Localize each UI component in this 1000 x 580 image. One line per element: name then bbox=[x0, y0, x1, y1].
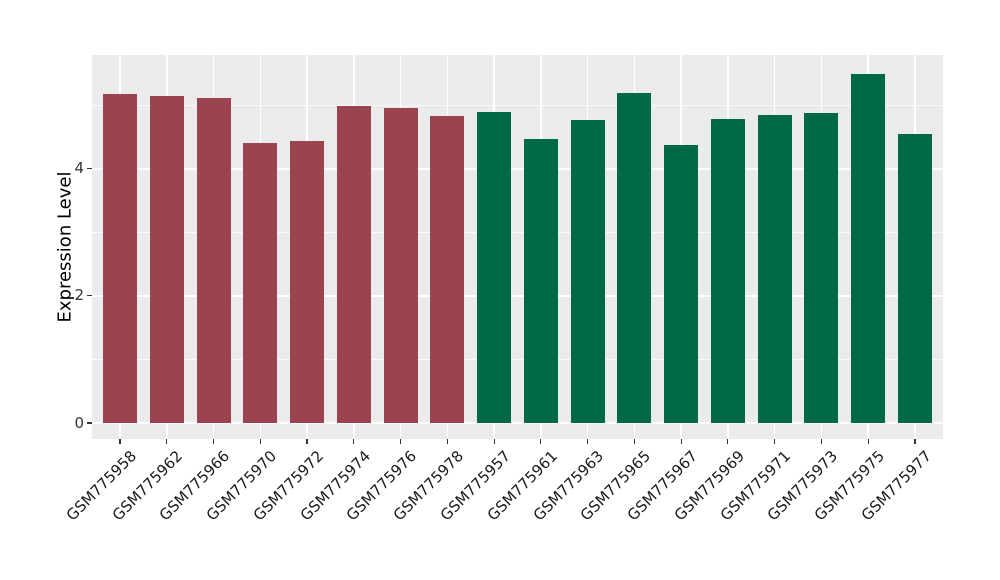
minor-gridline-y3 bbox=[92, 231, 943, 233]
bar-GSM775966 bbox=[196, 98, 231, 423]
bar-GSM775970 bbox=[243, 143, 278, 423]
x-tick-mark bbox=[820, 439, 823, 444]
x-tick-mark bbox=[914, 439, 916, 444]
y-tick-label-4: 4 bbox=[74, 159, 84, 178]
bar-GSM775957 bbox=[477, 111, 512, 423]
bar-GSM775965 bbox=[617, 92, 652, 423]
x-tick-mark bbox=[446, 439, 448, 444]
major-gridline-y2 bbox=[92, 294, 943, 297]
x-tick-mark bbox=[166, 439, 168, 444]
bar-GSM775961 bbox=[523, 139, 558, 423]
bar-GSM775975 bbox=[851, 73, 886, 423]
major-gridline-y4 bbox=[92, 167, 943, 170]
minor-gridline-y1 bbox=[92, 358, 943, 360]
bar-GSM775963 bbox=[570, 119, 605, 423]
x-tick-mark bbox=[400, 439, 402, 444]
bar-GSM775977 bbox=[897, 134, 932, 423]
bar-GSM775978 bbox=[430, 115, 465, 423]
bar-GSM775974 bbox=[336, 105, 371, 423]
y-tick-mark bbox=[87, 168, 92, 170]
major-gridline-y0 bbox=[92, 422, 943, 424]
bar-GSM775967 bbox=[664, 145, 699, 423]
x-tick-mark bbox=[306, 439, 308, 444]
bar-GSM775973 bbox=[804, 113, 839, 423]
x-tick-mark bbox=[774, 439, 776, 444]
x-tick-mark bbox=[633, 439, 635, 444]
x-tick-mark bbox=[353, 439, 355, 444]
x-tick-mark bbox=[212, 439, 215, 444]
bar-GSM775962 bbox=[149, 96, 184, 423]
x-tick-mark bbox=[119, 439, 121, 444]
x-tick-mark bbox=[259, 439, 261, 444]
y-tick-label-0: 0 bbox=[74, 413, 84, 432]
x-tick-mark bbox=[727, 439, 729, 444]
bar-GSM775958 bbox=[103, 94, 138, 423]
y-tick-mark bbox=[87, 422, 92, 424]
x-tick-mark bbox=[680, 439, 682, 444]
y-tick-mark bbox=[87, 295, 92, 297]
plot-area bbox=[92, 55, 943, 439]
x-tick-mark bbox=[540, 439, 542, 444]
x-tick-mark bbox=[867, 439, 869, 444]
bar-GSM775969 bbox=[710, 118, 745, 423]
bar-GSM775976 bbox=[383, 108, 418, 423]
bar-GSM775972 bbox=[290, 140, 325, 423]
minor-gridline-y5 bbox=[92, 104, 943, 106]
x-tick-mark bbox=[493, 439, 495, 444]
y-tick-label-2: 2 bbox=[74, 286, 84, 305]
bar-GSM775971 bbox=[757, 115, 792, 423]
x-tick-mark bbox=[587, 439, 589, 444]
